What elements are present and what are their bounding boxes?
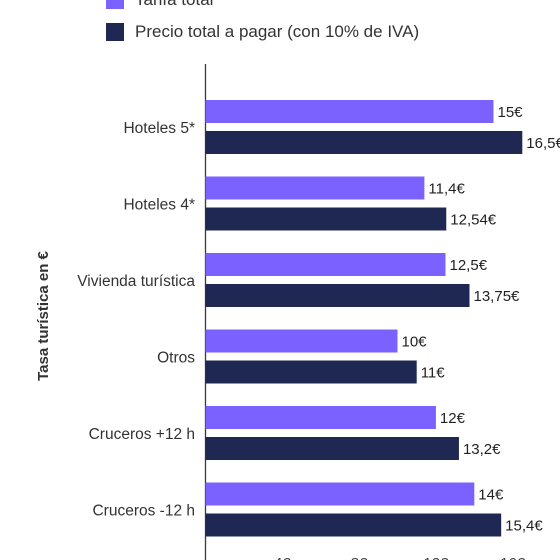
category-label-cruceros-12-h: Cruceros +12 h xyxy=(89,426,195,443)
data-label-tarifa-total-hoteles-5: 15€ xyxy=(498,104,524,121)
bar-precio-total-a-pagar-con-10-de-iva-hoteles-5 xyxy=(205,131,523,154)
y-axis-label: Tasa turística en € xyxy=(35,250,52,380)
legend-item-precio-total: Precio total a pagar (con 10% de IVA) xyxy=(106,22,419,42)
bar-precio-total-a-pagar-con-10-de-iva-cruceros-12-h xyxy=(205,437,459,460)
x-tick-label-8: 8€ xyxy=(351,555,368,560)
bar-precio-total-a-pagar-con-10-de-iva-otros xyxy=(205,360,417,384)
data-label-tarifa-total-cruceros-12-h: 12€ xyxy=(440,410,466,427)
data-label-precio-total-a-pagar-con-10-de-iva-hoteles-4: 12,54€ xyxy=(450,212,497,229)
x-tick-label-16: 16€ xyxy=(500,555,526,560)
bar-tarifa-total-cruceros-12-h xyxy=(205,406,436,429)
bar-tarifa-total-vivienda-turistica xyxy=(205,253,446,276)
bar-tarifa-total-otros xyxy=(205,329,398,353)
bar-precio-total-a-pagar-con-10-de-iva-vivienda-turistica xyxy=(205,284,470,307)
bar-precio-total-a-pagar-con-10-de-iva-cruceros-12-h xyxy=(205,513,502,537)
x-tick-label-12: 12€ xyxy=(423,555,449,560)
data-label-precio-total-a-pagar-con-10-de-iva-cruceros-12-h: 13,2€ xyxy=(463,441,501,458)
legend-item-tarifa-total: Tarifa total xyxy=(106,0,213,10)
category-label-hoteles-4: Hoteles 4* xyxy=(123,197,195,214)
legend-label-precio-total: Precio total a pagar (con 10% de IVA) xyxy=(135,22,420,41)
category-label-hoteles-5: Hoteles 5* xyxy=(123,120,195,137)
data-label-precio-total-a-pagar-con-10-de-iva-otros: 11€ xyxy=(421,365,446,382)
category-label-cruceros-12-h: Cruceros -12 h xyxy=(92,503,195,520)
x-tick-label-4: 4€ xyxy=(274,555,291,560)
data-label-tarifa-total-otros: 10€ xyxy=(402,334,428,351)
bar-tarifa-total-hoteles-5 xyxy=(205,100,494,123)
legend: Tarifa total Precio total a pagar (con 1… xyxy=(0,0,560,50)
category-label-otros: Otros xyxy=(157,350,195,367)
legend-swatch-tarifa-total xyxy=(106,0,124,9)
legend-swatch-precio-total xyxy=(106,23,124,41)
data-label-tarifa-total-hoteles-4: 11,4€ xyxy=(428,181,465,198)
data-label-precio-total-a-pagar-con-10-de-iva-cruceros-12-h: 15,4€ xyxy=(505,518,543,535)
data-label-tarifa-total-cruceros-12-h: 14€ xyxy=(478,487,504,504)
bar-tarifa-total-hoteles-4 xyxy=(205,176,425,200)
bar-tarifa-total-cruceros-12-h xyxy=(205,482,475,506)
data-label-precio-total-a-pagar-con-10-de-iva-vivienda-turistica: 13,75€ xyxy=(474,288,521,305)
data-label-precio-total-a-pagar-con-10-de-iva-hoteles-5: 16,5€ xyxy=(526,135,560,152)
bar-precio-total-a-pagar-con-10-de-iva-hoteles-4 xyxy=(205,207,447,231)
legend-label-tarifa-total: Tarifa total xyxy=(135,0,213,10)
data-label-tarifa-total-vivienda-turistica: 12,5€ xyxy=(450,257,488,274)
category-label-vivienda-turistica: Vivienda turística xyxy=(77,273,195,290)
